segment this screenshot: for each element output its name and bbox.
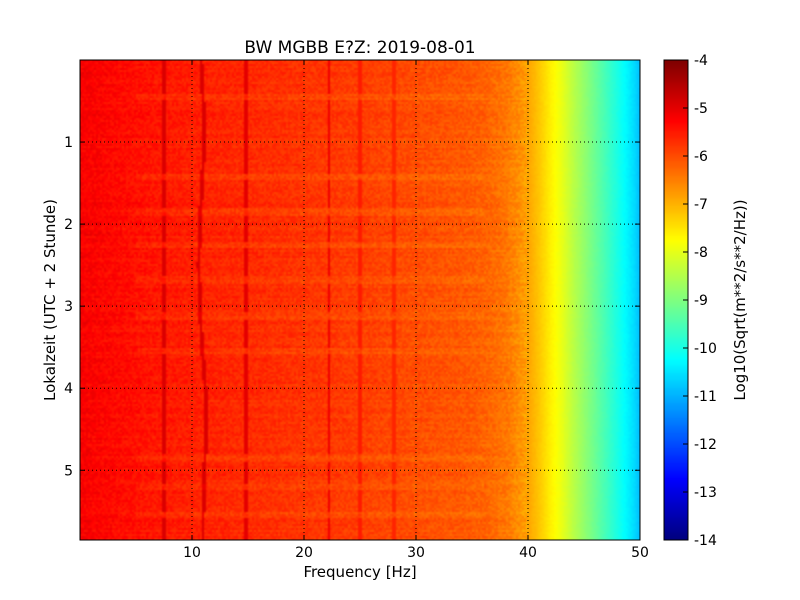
x-tick-label: 50 (631, 545, 649, 561)
colorbar-tick-label: -8 (694, 245, 708, 261)
y-axis-ticks: 1 2 3 4 5 (64, 135, 640, 479)
colorbar-ticks: -4 -5 -6 -7 -8 -9 -10 -11 -12 -13 -14 (683, 53, 717, 549)
plot-area (80, 60, 640, 540)
chart-title: BW MGBB E?Z: 2019-08-01 (244, 38, 475, 58)
colorbar-tick-label: -6 (694, 149, 708, 165)
colorbar-tick-label: -12 (694, 437, 717, 453)
y-tick-label: 3 (64, 299, 73, 315)
colorbar: -4 -5 -6 -7 -8 -9 -10 -11 -12 -13 -14 Log10(Sqrt(m… (663, 53, 749, 549)
colorbar-tick-label: -9 (694, 293, 708, 309)
colorbar-tick-label: -5 (694, 101, 708, 117)
y-tick-label: 4 (64, 381, 73, 397)
colorbar-tick-label: -13 (694, 485, 717, 501)
x-tick-label: 20 (295, 545, 313, 561)
y-tick-label: 2 (64, 217, 73, 233)
x-tick-label: 40 (519, 545, 537, 561)
colorbar-tick-label: -10 (694, 341, 717, 357)
plot-frame (79, 59, 641, 541)
colorbar-tick-label: -11 (694, 389, 717, 405)
colorbar-tick-label: -7 (694, 197, 708, 213)
grid-lines (80, 60, 640, 540)
heatmap-image (80, 60, 640, 540)
x-tick-label: 10 (183, 545, 201, 561)
colorbar-tick-label: -14 (694, 533, 717, 549)
x-axis-ticks: 10 20 30 40 50 (183, 60, 649, 561)
x-tick-label: 30 (407, 545, 425, 561)
y-axis-label: Lokalzeit (UTC + 2 Stunde) (41, 199, 59, 401)
colorbar-label: Log10(Sqrt(m**2/s**2/Hz)) (731, 199, 749, 400)
colorbar-tick-label: -4 (694, 53, 708, 69)
y-tick-label: 1 (64, 135, 73, 151)
y-tick-label: 5 (64, 463, 73, 479)
x-axis-label: Frequency [Hz] (303, 563, 416, 581)
